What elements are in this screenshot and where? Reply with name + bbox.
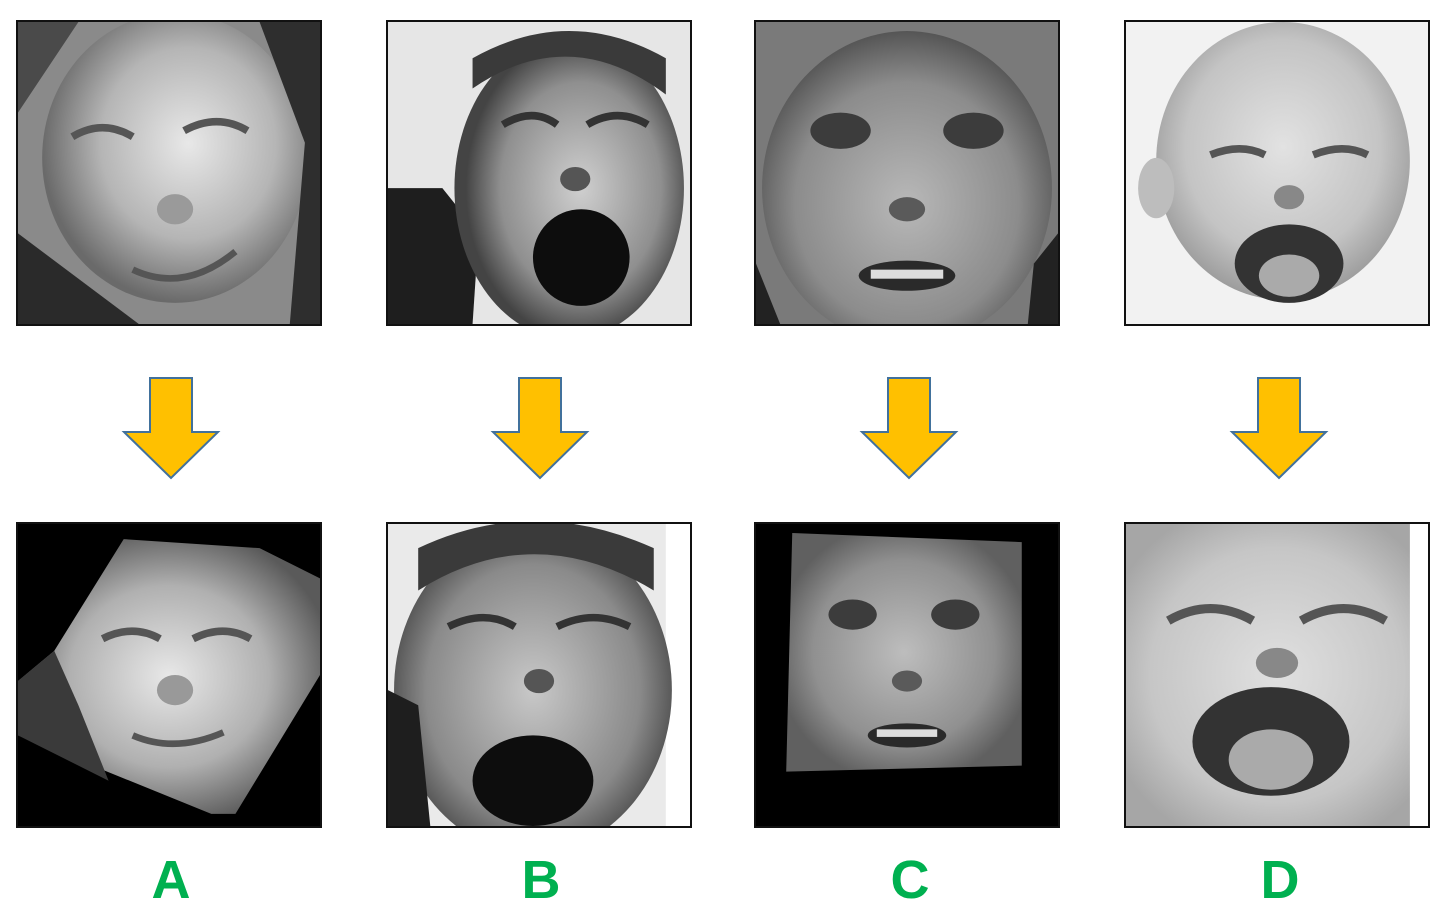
face-photo-b-aligned [386,522,692,828]
face-photo-a-original [16,20,322,326]
panel-label-a: A [151,850,191,910]
panel-label-c: C [890,850,930,910]
face-photo-b-original [386,20,692,326]
face-photo-d-original [1124,20,1430,326]
panel-label-d: D [1260,850,1300,910]
face-photo-a-aligned [16,522,322,828]
face-photo-c-original [754,20,1060,326]
down-arrow-icon [121,376,221,480]
face-photo-d-aligned [1124,522,1430,828]
down-arrow-icon [490,376,590,480]
down-arrow-icon [1229,376,1329,480]
down-arrow-icon [859,376,959,480]
face-photo-c-aligned [754,522,1060,828]
panel-label-b: B [521,850,561,910]
